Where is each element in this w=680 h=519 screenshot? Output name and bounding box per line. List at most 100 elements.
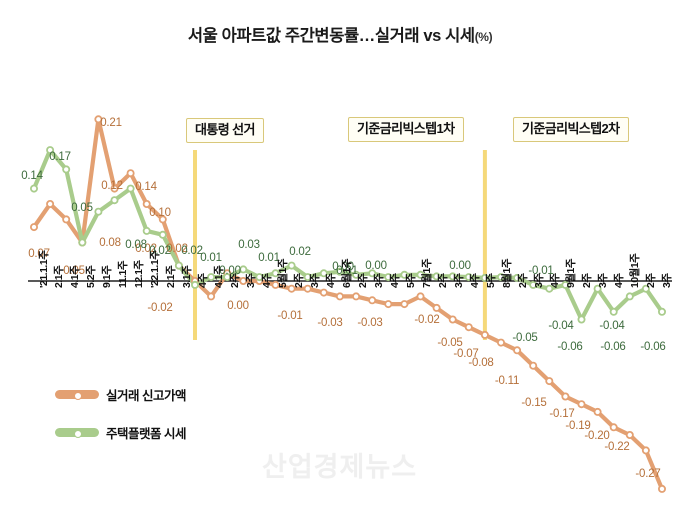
data-point bbox=[529, 361, 538, 370]
x-tick-label: 2주 bbox=[581, 273, 593, 289]
data-label-actual-transaction: -0.08 bbox=[468, 357, 494, 369]
x-tick-label: 4주 bbox=[613, 273, 625, 289]
data-label-platform-quote: 0.08 bbox=[125, 239, 147, 251]
data-point bbox=[384, 300, 393, 309]
data-point bbox=[658, 307, 667, 316]
data-label-actual-transaction: -0.02 bbox=[414, 314, 440, 326]
x-tick-label: 4주 bbox=[549, 273, 561, 289]
data-point bbox=[319, 269, 328, 278]
data-point bbox=[255, 273, 264, 282]
annotation-box-1: 대통령 선거 bbox=[186, 118, 264, 143]
data-point bbox=[174, 261, 183, 270]
data-point bbox=[577, 315, 586, 324]
page-title: 서울 아파트값 주간변동률…실거래 vs 시세(%) bbox=[0, 22, 680, 46]
data-label-platform-quote: -0.05 bbox=[512, 332, 538, 344]
legend-item-1[interactable]: 실거래 신고가액 bbox=[55, 385, 186, 404]
data-label-actual-transaction: 0.07 bbox=[28, 248, 50, 260]
data-point bbox=[496, 273, 505, 282]
data-point bbox=[513, 273, 522, 282]
legend-swatch-icon bbox=[55, 428, 99, 438]
x-tick-label: 4주 bbox=[469, 273, 481, 289]
data-label-platform-quote: -0.06 bbox=[557, 341, 583, 353]
data-point bbox=[94, 207, 103, 216]
x-tick-label: 2.1주 bbox=[53, 265, 65, 288]
data-point bbox=[593, 407, 602, 416]
x-tick-label: 2주 bbox=[437, 273, 449, 289]
data-label-platform-quote: -0.06 bbox=[640, 341, 666, 353]
x-tick-label: 2주 bbox=[229, 273, 241, 289]
annotation-box-3: 기준금리빅스텝2차 bbox=[513, 117, 629, 142]
data-point bbox=[158, 230, 167, 239]
x-tick-label: 5.2주 bbox=[85, 265, 97, 288]
data-point bbox=[480, 273, 489, 282]
data-label-actual-transaction: -0.03 bbox=[357, 317, 383, 329]
data-label-actual-transaction: -0.27 bbox=[635, 468, 661, 480]
x-tick-label: 5주 bbox=[485, 273, 497, 289]
x-tick-label: 3주 bbox=[597, 273, 609, 289]
data-point bbox=[352, 292, 361, 301]
data-label-actual-transaction: -0.01 bbox=[277, 310, 303, 322]
x-tick-label: 12.1주 bbox=[133, 260, 145, 288]
data-label-platform-quote: 0.00 bbox=[449, 260, 471, 272]
data-point bbox=[335, 292, 344, 301]
data-point bbox=[223, 273, 232, 282]
x-tick-label: 4.1주 bbox=[213, 265, 225, 288]
data-point bbox=[448, 315, 457, 324]
data-point bbox=[239, 265, 248, 274]
data-point bbox=[448, 272, 457, 281]
x-tick-label: 3.1주 bbox=[181, 265, 193, 288]
x-tick-label: 3주 bbox=[661, 273, 673, 289]
data-label-actual-transaction: -0.22 bbox=[604, 441, 630, 453]
legend-label: 주택플랫폼 시세 bbox=[106, 427, 186, 441]
data-point bbox=[62, 165, 71, 174]
data-point bbox=[46, 146, 55, 155]
legend-item-2[interactable]: 주택플랫폼 시세 bbox=[55, 423, 186, 442]
data-point bbox=[126, 184, 135, 193]
data-point bbox=[271, 280, 280, 289]
x-tick-label: 10월1주 bbox=[629, 253, 641, 288]
x-tick-label: 3주 bbox=[309, 273, 321, 289]
data-point bbox=[400, 270, 409, 279]
data-point bbox=[561, 392, 570, 401]
data-point bbox=[416, 270, 425, 279]
data-point bbox=[464, 323, 473, 332]
x-tick-label: '21.1.1주 bbox=[38, 250, 50, 288]
x-tick-label: 3주 bbox=[245, 273, 257, 289]
data-label-actual-transaction: 0.02 bbox=[166, 243, 188, 255]
data-point bbox=[368, 269, 377, 278]
data-point bbox=[641, 284, 650, 293]
data-label-actual-transaction: 0.05 bbox=[63, 265, 85, 277]
x-tick-label: 2.1주 bbox=[165, 265, 177, 288]
data-point bbox=[432, 272, 441, 281]
x-tick-label: 5월1주 bbox=[277, 259, 289, 288]
data-label-platform-quote: 0.01 bbox=[336, 265, 358, 277]
data-point bbox=[432, 303, 441, 312]
data-point bbox=[416, 292, 425, 301]
data-point bbox=[545, 377, 554, 386]
annotation-box-2: 기준금리빅스텝1차 bbox=[348, 117, 464, 142]
data-point bbox=[29, 223, 38, 232]
data-point bbox=[271, 269, 280, 278]
data-point bbox=[658, 484, 667, 493]
x-tick-label: 6월1주 bbox=[341, 259, 353, 288]
data-point bbox=[110, 196, 119, 205]
data-label-actual-transaction: 0.00 bbox=[227, 300, 249, 312]
watermark: 산업경제뉴스 bbox=[262, 452, 418, 482]
data-label-actual-transaction: -0.19 bbox=[565, 420, 591, 432]
legend-swatch-icon bbox=[55, 390, 99, 400]
x-tick-label: 2주 bbox=[293, 273, 305, 289]
data-label-platform-quote: 0.00 bbox=[365, 260, 387, 272]
data-label-platform-quote: -0.01 bbox=[528, 265, 554, 277]
data-label-actual-transaction: 0.08 bbox=[99, 237, 121, 249]
x-tick-label: 5주 bbox=[405, 273, 417, 289]
data-point bbox=[352, 270, 361, 279]
data-point bbox=[513, 346, 522, 355]
data-label-actual-transaction: 0.12 bbox=[101, 180, 123, 192]
data-label-actual-transaction: 0.10 bbox=[149, 207, 171, 219]
data-label-actual-transaction: 0.14 bbox=[135, 181, 157, 193]
chart-title-unit: (%) bbox=[474, 30, 493, 44]
x-tick-label: 2주 bbox=[357, 273, 369, 289]
data-label-platform-quote: 0.01 bbox=[200, 252, 222, 264]
